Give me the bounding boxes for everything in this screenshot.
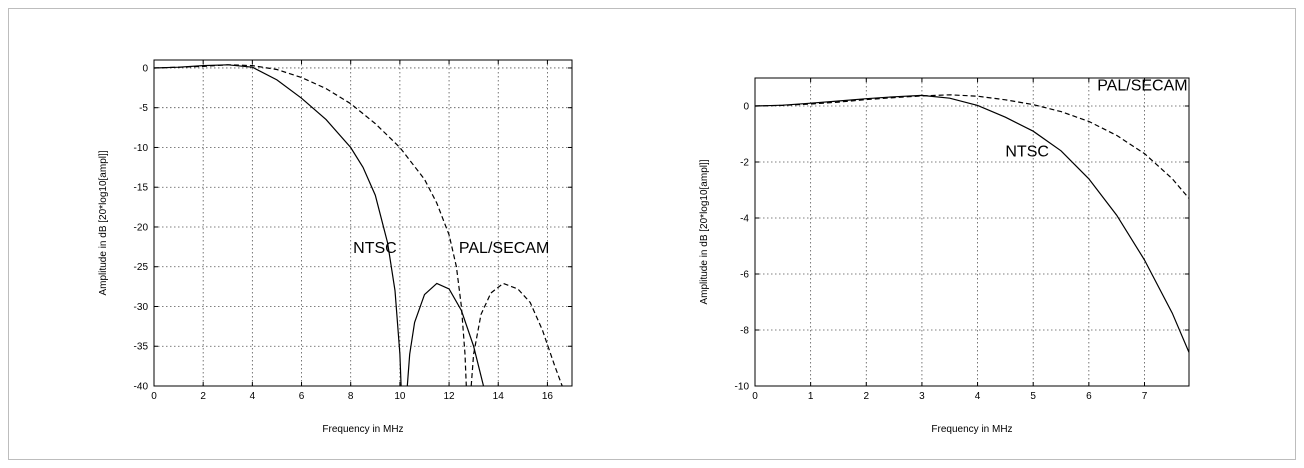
x-axis-label: Frequency in MHz [322,424,403,435]
x-tick-label: 2 [864,391,870,402]
x-tick-label: 3 [919,391,925,402]
series-pal-secam-group [755,94,1189,199]
annotation-pal-secam: PAL/SECAM [1097,78,1187,95]
x-tick-label: 4 [975,391,981,402]
series-ntsc-line [406,282,485,386]
figure-frame: 0 2 4 6 8 10 12 14 16 0 -5 -10 -15 -20 -25 -30 -35 -40 Fre… [8,8,1296,460]
annotation-ntsc: NTSC [353,240,397,257]
x-tick-label: 8 [348,391,354,402]
series-ntsc-line [154,64,402,386]
plot-area-border [754,77,1190,387]
y-tick-label: -6 [740,270,749,281]
series-pal-secam-line [154,64,467,386]
x-tick-label: 10 [394,391,406,402]
x-tick-label: 12 [443,391,455,402]
x-tick-label: 14 [493,391,505,402]
annotation-ntsc: NTSC [1005,143,1049,160]
x-tick-label: 2 [200,391,206,402]
y-tick-label: 0 [743,102,749,113]
x-axis-label: Frequency in MHz [931,424,1012,435]
plot-area-border [153,59,573,387]
y-tick-label: -10 [735,382,750,393]
annotation-pal-secam: PAL/SECAM [459,240,549,257]
y-tick-label: 0 [142,63,148,74]
series-pal-secam-line [755,94,1189,199]
x-tick-label: 6 [299,391,305,402]
y-tick-label: -30 [134,302,149,313]
figure-canvas: 0 2 4 6 8 10 12 14 160-5-10-15-20-25-30-35-40Fre… [98,59,1190,435]
series-pal-secam-group [154,64,563,386]
chart-1: 0 2 4 6 8 10 12 14 16 0 -5 -10 -15 -20 -25 -30 -35 -40 Fre… [98,59,573,435]
y-tick-label: -10 [134,143,149,154]
y-tick-label: -40 [134,382,149,393]
x-tick-label: 1 [808,391,814,402]
x-tick-label: 4 [250,391,256,402]
y-tick-label: -5 [139,103,148,114]
y-tick-label: -20 [134,222,149,233]
x-tick-label: 7 [1142,391,1148,402]
y-axis-label: Amplitude in dB [20*log10[ampl]] [98,150,109,295]
x-tick-label: 6 [1086,391,1092,402]
y-tick-label: -25 [134,262,149,273]
x-tick-label: 5 [1030,391,1036,402]
series-ntsc-group [755,94,1189,353]
x-tick-label: 16 [542,391,554,402]
y-tick-label: -4 [740,214,749,225]
y-tick-label: -35 [134,342,149,353]
chart-2: 0 1 2 3 4 5 6 7 0 -2 -4 -6 -8 -10 Frequency in MHz Ampl… [699,77,1190,435]
y-tick-label: -15 [134,183,149,194]
series-pal-secam-line [470,282,563,386]
y-axis-label: Amplitude in dB [20*log10[ampl]] [699,159,710,304]
series-ntsc-line [755,94,1189,353]
x-tick-label: 0 [752,391,758,402]
x-tick-label: 0 [151,391,157,402]
y-tick-label: -8 [740,326,749,337]
y-tick-label: -2 [740,158,749,169]
